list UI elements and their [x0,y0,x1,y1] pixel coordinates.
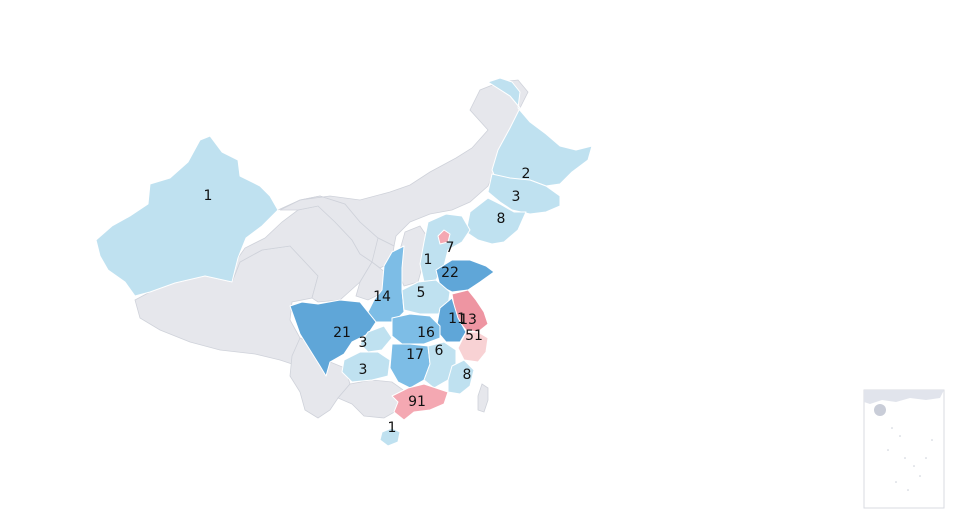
province-guangxi[interactable] [337,379,407,419]
label-xinjiang: 1 [204,188,213,204]
empty-provinces [134,79,529,419]
inset-land [864,390,944,404]
label-jiangsu: 13 [459,312,477,328]
province-hainan[interactable] [379,427,401,447]
label-shanghai: 51 [465,328,483,344]
province-shanghai[interactable] [457,331,489,363]
label-shandong: 22 [441,265,459,281]
value-labels: 1 2 3 8 7 1 22 14 5 13 11 51 21 3 16 3 1… [204,166,531,436]
inset-islands-dots [887,427,933,491]
province-liaoning[interactable] [465,197,527,245]
province-beijing[interactable] [437,229,451,245]
province-chongqing[interactable] [359,325,393,353]
label-hunan: 17 [406,347,424,363]
label-henan: 5 [417,285,426,301]
province-hubei[interactable] [391,313,441,345]
label-jilin: 3 [512,189,521,205]
inset-island [874,404,886,416]
province-xinjiang[interactable] [95,135,279,297]
province-heilongjiang[interactable] [487,77,593,187]
province-hebei[interactable] [419,213,471,283]
province-taiwan[interactable] [477,383,489,413]
label-beijing: 7 [446,240,455,256]
province-sichuan[interactable] [289,299,377,377]
label-chongqing: 3 [359,335,368,351]
label-guangdong: 91 [408,394,426,410]
label-jiangxi: 6 [435,343,444,359]
data-provinces [95,77,593,447]
label-guizhou: 3 [359,362,368,378]
province-jilin[interactable] [487,173,561,215]
province-fujian[interactable] [447,359,475,395]
label-hebei: 1 [424,252,433,268]
label-sichuan: 21 [333,325,351,341]
south-china-sea-inset [863,389,945,509]
province-guangdong[interactable] [391,383,449,421]
label-anhui: 11 [448,311,466,327]
province-guizhou[interactable] [341,351,391,383]
label-heilongjiang: 2 [522,166,531,182]
label-hainan: 1 [388,420,397,436]
label-shaanxi: 14 [373,289,391,305]
label-hubei: 16 [417,325,435,341]
label-liaoning: 8 [497,211,506,227]
label-fujian: 8 [463,367,472,383]
